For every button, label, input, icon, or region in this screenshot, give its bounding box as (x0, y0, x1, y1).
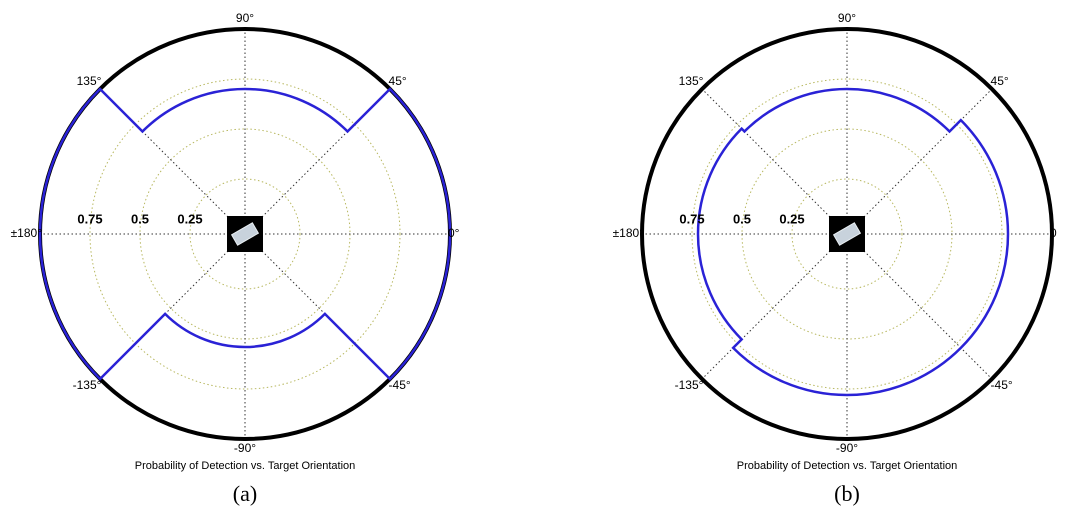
caption: (b) (834, 481, 860, 506)
polar-chart: 0° 45° 90° 135° ±180° -135° -90° -45° 0.25 0.5 0.7… (11, 11, 460, 506)
radial-label: 0.75 (679, 211, 704, 226)
radial-label: 0.75 (77, 211, 102, 226)
radial-label: 0.25 (779, 211, 804, 226)
angle-label: -135° (675, 378, 704, 392)
radial-label: 0.25 (177, 211, 202, 226)
grid-spoke (702, 89, 847, 234)
angle-label: 0 (1050, 226, 1057, 240)
grid-spoke (847, 89, 992, 234)
angle-label: 45° (991, 74, 1009, 88)
angle-label: 90° (838, 11, 856, 25)
angle-label: 135° (679, 74, 704, 88)
angle-label: -45° (991, 378, 1013, 392)
polar-chart: 0 45° 90° 135° ±180° -135° -90° -45° 0.25 0.5 0.75… (613, 11, 1057, 506)
angle-label: 0° (448, 226, 460, 240)
chart-title: Probability of Detection vs. Target Orie… (135, 460, 356, 472)
angle-label: 135° (77, 74, 102, 88)
angle-label: -90° (234, 441, 256, 455)
angle-label: -90° (836, 441, 858, 455)
chart-title: Probability of Detection vs. Target Orie… (737, 460, 958, 472)
figure: 0° 45° 90° 135° ±180° -135° -90° -45° 0.25 0.5 0.7… (0, 0, 1070, 514)
grid-spoke (702, 234, 847, 379)
angle-label: ±180° (613, 226, 645, 240)
caption: (a) (233, 481, 257, 506)
radial-label: 0.5 (131, 211, 149, 226)
grid-spoke (847, 234, 992, 379)
angle-label: 90° (236, 11, 254, 25)
angle-label: -135° (73, 378, 102, 392)
angle-label: 45° (389, 74, 407, 88)
angle-label: -45° (389, 378, 411, 392)
radial-label: 0.5 (733, 211, 751, 226)
angle-label: ±180° (11, 226, 43, 240)
